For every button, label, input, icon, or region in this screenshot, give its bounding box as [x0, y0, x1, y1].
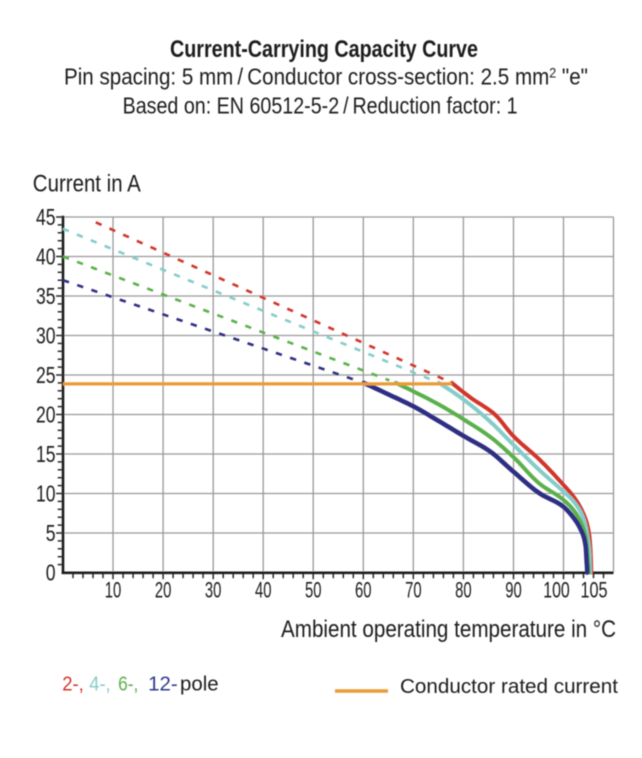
svg-text:20: 20 [155, 577, 172, 602]
svg-text:2-,: 2-, [62, 674, 84, 696]
svg-text:12-: 12- [148, 674, 178, 696]
svg-text:70: 70 [405, 577, 422, 602]
svg-text:30: 30 [36, 322, 56, 348]
svg-text:45: 45 [36, 204, 56, 230]
svg-text:80: 80 [455, 577, 472, 602]
svg-text:25: 25 [36, 362, 56, 388]
svg-text:100: 100 [543, 577, 570, 602]
svg-text:Ambient operating temperature: Ambient operating temperature in °C [281, 616, 616, 643]
svg-text:Pin spacing: 5 mm / Conductor: Pin spacing: 5 mm / Conductor cross-sect… [64, 64, 588, 90]
svg-text:Conductor rated current: Conductor rated current [400, 675, 618, 698]
svg-text:90: 90 [505, 577, 522, 602]
svg-text:6-,: 6-, [118, 674, 138, 696]
svg-text:35: 35 [36, 283, 56, 309]
svg-text:Current-Carrying Capacity Curv: Current-Carrying Capacity Curve [170, 36, 478, 63]
svg-text:Based on: EN 60512-5-2 / Reduc: Based on: EN 60512-5-2 / Reduction facto… [123, 93, 518, 119]
svg-text:Current in A: Current in A [33, 170, 141, 197]
svg-text:4-,: 4-, [89, 674, 110, 696]
svg-text:105: 105 [581, 577, 608, 602]
svg-text:40: 40 [255, 577, 272, 602]
svg-text:10: 10 [105, 577, 122, 602]
svg-text:15: 15 [36, 441, 56, 467]
svg-text:5: 5 [46, 520, 56, 546]
svg-text:pole: pole [180, 674, 219, 696]
svg-text:0: 0 [46, 559, 56, 585]
svg-text:60: 60 [355, 577, 372, 602]
svg-text:20: 20 [36, 401, 56, 427]
svg-text:10: 10 [36, 480, 56, 506]
svg-text:30: 30 [205, 577, 222, 602]
svg-text:50: 50 [305, 577, 322, 602]
svg-text:40: 40 [36, 243, 56, 269]
